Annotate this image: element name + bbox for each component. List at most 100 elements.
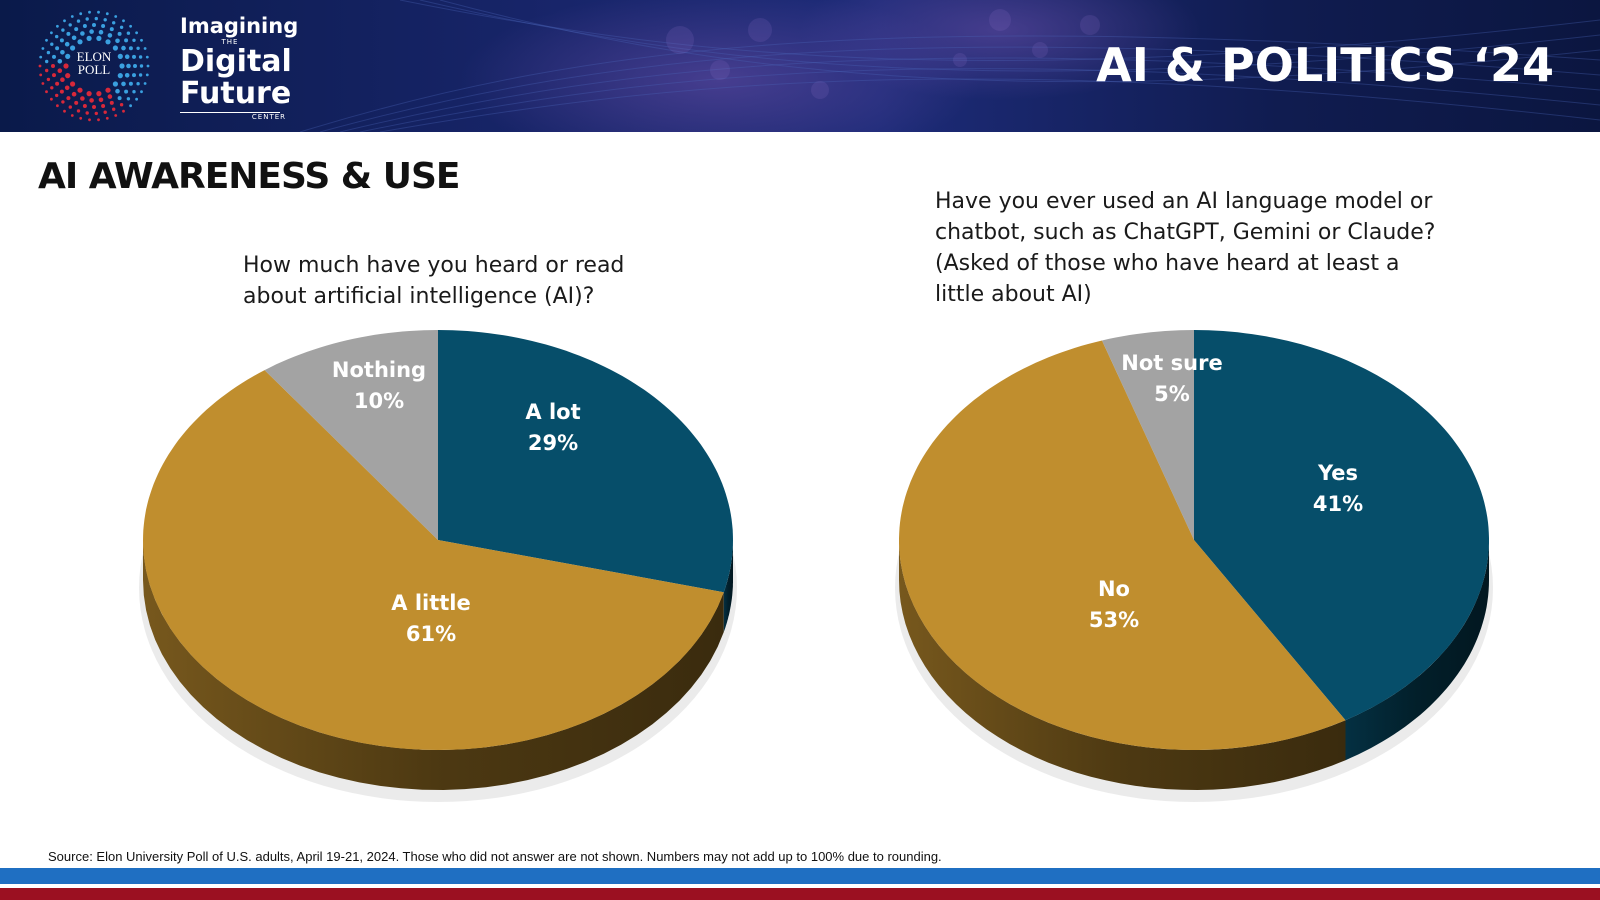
brand-imagining: Imagining [180, 14, 299, 38]
logo-dot [55, 93, 59, 98]
footer-stripe-blue [0, 868, 1600, 884]
logo-dot [88, 10, 91, 14]
logo-dot [41, 82, 45, 85]
logo-dot [70, 81, 76, 87]
logo-dot [146, 64, 150, 68]
question-usage-line: (Asked of those who have heard at least … [935, 251, 1400, 276]
logo-dot [121, 45, 126, 51]
logo-dot [80, 96, 85, 101]
logo-dot [98, 29, 104, 35]
logo-dot [133, 64, 137, 68]
logo-dot [59, 38, 64, 43]
pie-slice-no [899, 340, 1346, 750]
logo-dot [63, 109, 66, 113]
slice-label-name: No [1098, 577, 1130, 601]
logo-dot [143, 82, 147, 85]
logo-dot [101, 104, 106, 108]
logo-dot [76, 109, 81, 113]
logo-dot [50, 97, 53, 101]
logo-dot [109, 27, 114, 32]
logo-dot [115, 38, 120, 44]
logo-dot [112, 107, 116, 111]
pie-slice-yes [1194, 330, 1489, 721]
logo-dot [122, 19, 125, 23]
brand-digital: Digital [180, 44, 292, 79]
logo-dot [66, 31, 71, 36]
logo-dot [124, 73, 130, 78]
logo-dot [63, 63, 69, 69]
logo-dot [70, 45, 76, 51]
logo-dot [119, 25, 124, 29]
logo-dot [107, 33, 113, 38]
logo-dot [139, 64, 144, 68]
logo-dot [55, 34, 59, 39]
logo-dot [45, 59, 49, 64]
slice-label-name: Yes [1317, 461, 1358, 485]
logo-dot [70, 15, 74, 18]
slice-label-value: 41% [1313, 492, 1363, 516]
slice-label-name: A lot [525, 400, 580, 424]
logo-dot [114, 15, 118, 18]
logo-dot [132, 38, 136, 42]
brand-center: CENTER [251, 113, 286, 121]
logo-dot [145, 55, 149, 59]
logo-dot [117, 73, 123, 79]
logo-dot [80, 31, 85, 36]
logo-text: ELON POLL [62, 50, 126, 76]
logo-dot [64, 85, 70, 91]
logo-dot [124, 38, 129, 43]
logo-dot [86, 35, 92, 41]
logo-dot [60, 77, 65, 82]
logo-dot [121, 81, 126, 87]
elon-poll-logo-icon [38, 10, 150, 122]
logo-dot [65, 73, 71, 79]
pie-slice-a-lot [438, 330, 733, 593]
logo-dot [89, 29, 94, 34]
logo-text-elon: ELON [76, 49, 112, 64]
logo-dot [143, 47, 147, 50]
slice-label-name: Nothing [332, 358, 426, 382]
source-note: Source: Elon University Poll of U.S. adu… [48, 849, 942, 864]
logo-dot [105, 12, 109, 16]
logo-dot [39, 55, 43, 59]
logo-dot [79, 12, 83, 16]
pie-charts: A lot 29% A little 61% Nothing 10% Yes 41% No 53%… [139, 330, 1493, 802]
pie-side-a-lot [723, 540, 733, 633]
slice-label-name: A little [391, 591, 470, 615]
pie-slice-a-little [143, 370, 724, 750]
logo-dot [103, 110, 107, 114]
logo-dot [39, 73, 43, 77]
logo-dot [46, 77, 51, 82]
logo-dot [138, 55, 143, 59]
logo-dot [124, 89, 129, 94]
logo-dot [92, 23, 96, 27]
logo-dot [126, 31, 131, 35]
logo-dot [85, 17, 89, 21]
logo-dot [76, 19, 81, 23]
logo-dot [50, 31, 53, 35]
brand-rule [180, 112, 280, 113]
logo-dot [129, 104, 132, 108]
logo-dot [117, 31, 122, 36]
logo-dot [50, 42, 54, 46]
logo-dot [64, 41, 70, 47]
pie-slice-not-sure [1102, 330, 1194, 540]
logo-dot [96, 91, 102, 97]
logo-dot [107, 94, 113, 99]
logo-dot [112, 45, 118, 51]
logo-dot [119, 103, 124, 107]
logo-dot [112, 21, 116, 25]
logo-dot [109, 100, 114, 105]
question-awareness: How much have you heard or read about ar… [243, 250, 663, 312]
logo-dot [94, 111, 98, 116]
logo-dot [68, 105, 72, 109]
logo-dot [126, 97, 131, 101]
logo-dot [132, 54, 136, 59]
logo-dot [126, 63, 131, 69]
logo-dot [136, 82, 140, 86]
logo-dot [85, 111, 89, 115]
pie-slice-nothing [264, 330, 438, 540]
logo-dot [140, 38, 143, 42]
logo-dot [41, 47, 45, 50]
logo-dot [59, 89, 64, 94]
